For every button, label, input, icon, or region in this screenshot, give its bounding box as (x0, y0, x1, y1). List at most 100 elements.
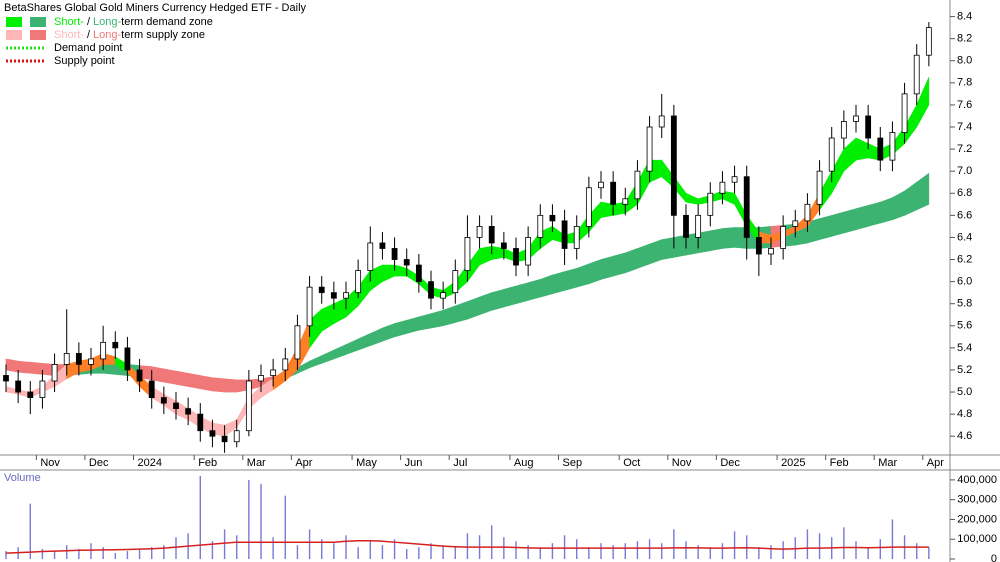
volume-bar (551, 543, 554, 559)
volume-bar (624, 543, 626, 559)
candle-body (233, 430, 240, 443)
long-zone (430, 309, 444, 329)
long-zone (552, 271, 565, 295)
y-tick-label: 200,000 (957, 513, 997, 525)
volume-bar (491, 525, 493, 559)
volume-bar (5, 551, 7, 559)
candle-body (51, 364, 58, 382)
candle-body (185, 408, 192, 415)
candle-body (209, 430, 216, 437)
candle-body (148, 380, 155, 398)
candle-body (792, 220, 799, 227)
long-zone (224, 378, 238, 393)
candle-body (840, 121, 847, 139)
volume-bar (369, 541, 371, 559)
volume-bar (588, 547, 590, 559)
volume-bar (41, 549, 44, 559)
volume-bar (29, 503, 31, 559)
candle-body (173, 402, 179, 410)
candle-body (488, 225, 495, 244)
y-tick-label: 300,000 (957, 494, 997, 506)
legend-entry: Supply point (54, 55, 115, 67)
volume-bar (648, 539, 651, 559)
candle-body (379, 242, 386, 249)
volume-bar (442, 545, 444, 559)
candle-body (719, 181, 726, 194)
volume-bar (563, 535, 566, 559)
candle-body (670, 115, 677, 216)
y-tick-label: 7.8 (957, 77, 972, 89)
candle-body (500, 242, 507, 249)
volume-bar (515, 541, 517, 559)
candle-body (330, 292, 337, 299)
x-tick-label: 2025 (781, 457, 805, 469)
y-tick-label: 8.0 (957, 55, 972, 67)
x-tick-label: Jul (453, 457, 467, 469)
legend-swatch (30, 17, 46, 27)
volume-bar (163, 545, 165, 559)
y-tick-label: 5.6 (957, 320, 972, 332)
candle-body (282, 358, 289, 371)
volume-bar (600, 543, 602, 559)
candle-body (865, 115, 872, 139)
long-zone (588, 259, 602, 285)
candle-body (367, 242, 374, 271)
candle-body (828, 137, 835, 172)
candle-body (88, 358, 94, 365)
x-tick-label: Nov (40, 457, 60, 469)
volume-bar (248, 479, 250, 559)
legend-text: term demand zone (121, 16, 213, 28)
x-tick-label: 2024 (138, 457, 162, 469)
volume-bar (406, 549, 408, 559)
volume-bar (879, 539, 881, 559)
price-plot: 4.6 4.8 5.0 5.2 5.4 5.6 5.8 6.0 6.2 6.4 6.6 6.8 7.0 7… (3, 10, 972, 469)
candle-body (452, 270, 459, 294)
volume-bar (843, 527, 845, 559)
candle-body (525, 237, 532, 266)
long-zone (916, 172, 930, 211)
long-zone (576, 263, 590, 288)
y-tick-label: 6.6 (957, 209, 972, 221)
candle-body (112, 341, 119, 349)
y-tick-label: 5.8 (957, 298, 972, 310)
candle-body (622, 198, 629, 205)
candle-body (695, 214, 702, 238)
volume-bar (770, 545, 772, 559)
candle-body (925, 27, 932, 56)
y-tick-label: 8.2 (957, 33, 972, 45)
volume-bar (357, 547, 359, 559)
candle-body (318, 286, 325, 294)
x-tick-label: Aug (514, 457, 534, 469)
x-tick-label: Mar (878, 457, 897, 469)
y-tick-label: 6.2 (957, 253, 972, 265)
candle-body (731, 176, 738, 183)
volume-bar (102, 547, 104, 559)
long-zone (649, 239, 663, 265)
volume-bar (308, 529, 311, 559)
candle-body (415, 264, 422, 283)
volume-bar (709, 547, 711, 559)
candle-body (585, 187, 592, 227)
candle-body (124, 347, 131, 371)
legend-text: / (87, 16, 91, 28)
y-tick-label: 7.0 (957, 165, 972, 177)
volume-bar (928, 547, 930, 559)
candle-body (598, 181, 604, 189)
candle-body (853, 115, 859, 122)
candle-body (258, 375, 264, 382)
candle-body (100, 341, 107, 360)
long-zone (5, 358, 19, 373)
y-tick-label: 4.8 (957, 408, 972, 420)
volume-bar (175, 537, 177, 559)
volume-bar (333, 543, 335, 559)
legend-text: Short- (54, 16, 84, 28)
long-zone (600, 255, 614, 280)
candle-body (768, 248, 774, 255)
long-zone (661, 237, 675, 260)
x-tick-label: Mar (247, 457, 266, 469)
legend-swatch (6, 30, 22, 40)
long-zone (17, 360, 31, 374)
candle-body (464, 237, 471, 271)
x-tick-label: Feb (830, 457, 849, 469)
